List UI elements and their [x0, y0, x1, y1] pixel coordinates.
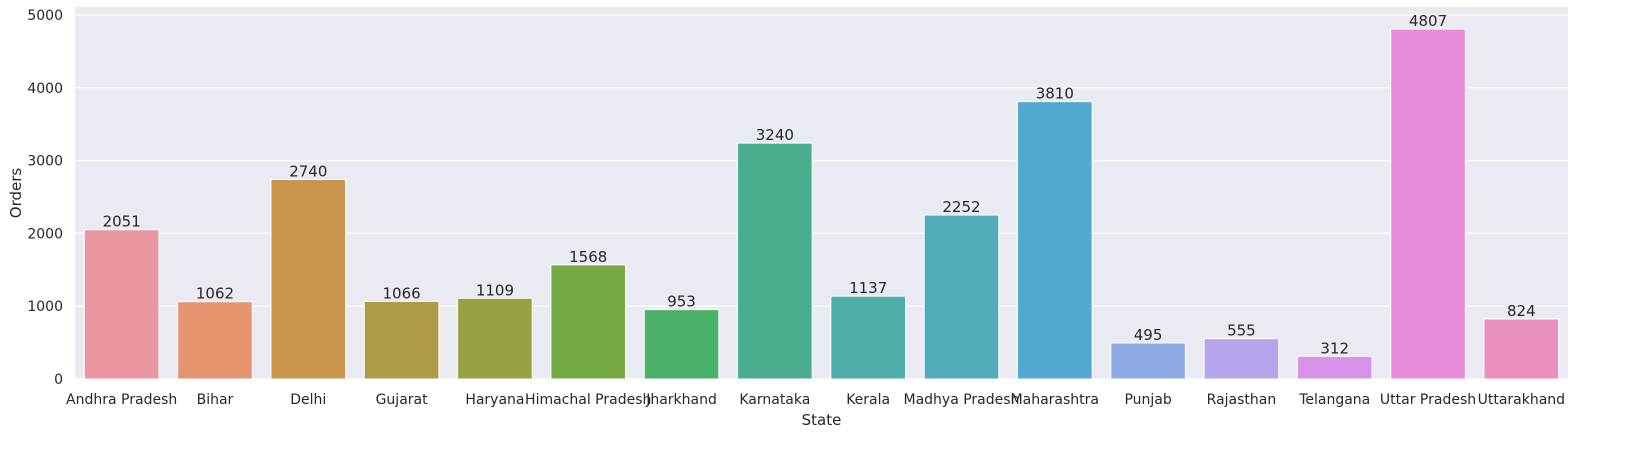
x-tick-labels: Andhra Pradesh Bihar Delhi Gujarat Haryana Hi…	[66, 392, 1565, 408]
bar	[1016, 101, 1093, 380]
y-tick-label: 3000	[27, 154, 63, 170]
x-tick-label: Himachal Pradesh	[525, 392, 651, 408]
x-tick-label: Telangana	[1298, 392, 1370, 408]
x-tick-label: Bihar	[197, 392, 234, 408]
x-tick-label: Kerala	[846, 392, 890, 408]
y-tick-labels: 0 1000 2000 3000 4000 5000	[27, 8, 63, 388]
x-axis-label: State	[802, 411, 842, 429]
bar	[643, 309, 720, 380]
bar-value-label: 3240	[756, 126, 794, 144]
bar-value-label: 3810	[1036, 85, 1074, 103]
bar	[177, 301, 253, 380]
bar-value-label: 824	[1507, 302, 1536, 320]
bar-value-label: 312	[1320, 339, 1349, 357]
bars	[83, 28, 1560, 380]
x-tick-label: Maharashtra	[1011, 392, 1099, 408]
bar	[737, 142, 813, 380]
bar	[457, 297, 533, 380]
bar	[830, 295, 906, 380]
bar	[1203, 338, 1280, 380]
x-tick-label: Haryana	[465, 392, 524, 408]
y-tick-label: 2000	[27, 226, 63, 242]
bar-value-label: 1066	[383, 284, 421, 302]
bar	[1296, 355, 1373, 380]
y-axis-label: Orders	[7, 168, 25, 219]
y-tick-label: 1000	[27, 299, 63, 315]
x-tick-label: Madhya Pradesh	[904, 392, 1020, 408]
bar-value-label: 1109	[476, 281, 514, 299]
x-tick-label: Jharkhand	[645, 392, 717, 408]
bar-value-label: 4807	[1409, 12, 1447, 30]
bar-value-label: 1137	[849, 279, 887, 297]
y-tick-label: 5000	[27, 8, 63, 24]
x-tick-label: Uttar Pradesh	[1380, 392, 1476, 408]
bar	[550, 264, 627, 380]
bar	[1110, 342, 1186, 380]
bar-value-labels: 2051 1062 2740 1066 1109 1568 953 3240 1137 2252 3…	[103, 12, 1536, 357]
bar	[83, 229, 160, 380]
y-tick-label: 0	[54, 372, 63, 388]
x-tick-label: Andhra Pradesh	[66, 392, 177, 408]
bar-value-label: 2740	[289, 163, 327, 181]
bar-value-label: 1062	[196, 285, 234, 303]
bar-value-label: 1568	[569, 248, 607, 266]
bar	[363, 300, 440, 380]
bar	[923, 214, 1000, 380]
x-tick-label: Rajasthan	[1207, 392, 1277, 408]
bar-value-label: 2252	[942, 198, 980, 216]
x-tick-label: Punjab	[1124, 392, 1171, 408]
x-tick-label: Karnataka	[739, 392, 810, 408]
x-tick-label: Gujarat	[376, 392, 429, 408]
bar	[270, 179, 347, 380]
bar	[1483, 318, 1560, 380]
bar-value-label: 555	[1227, 322, 1256, 340]
y-tick-label: 4000	[27, 81, 63, 97]
bar-value-label: 953	[667, 293, 696, 311]
x-tick-label: Delhi	[290, 392, 326, 408]
bar-value-label: 495	[1134, 326, 1163, 344]
bar-value-label: 2051	[103, 213, 141, 231]
bar	[1390, 28, 1466, 380]
x-tick-label: Uttarakhand	[1478, 392, 1565, 408]
